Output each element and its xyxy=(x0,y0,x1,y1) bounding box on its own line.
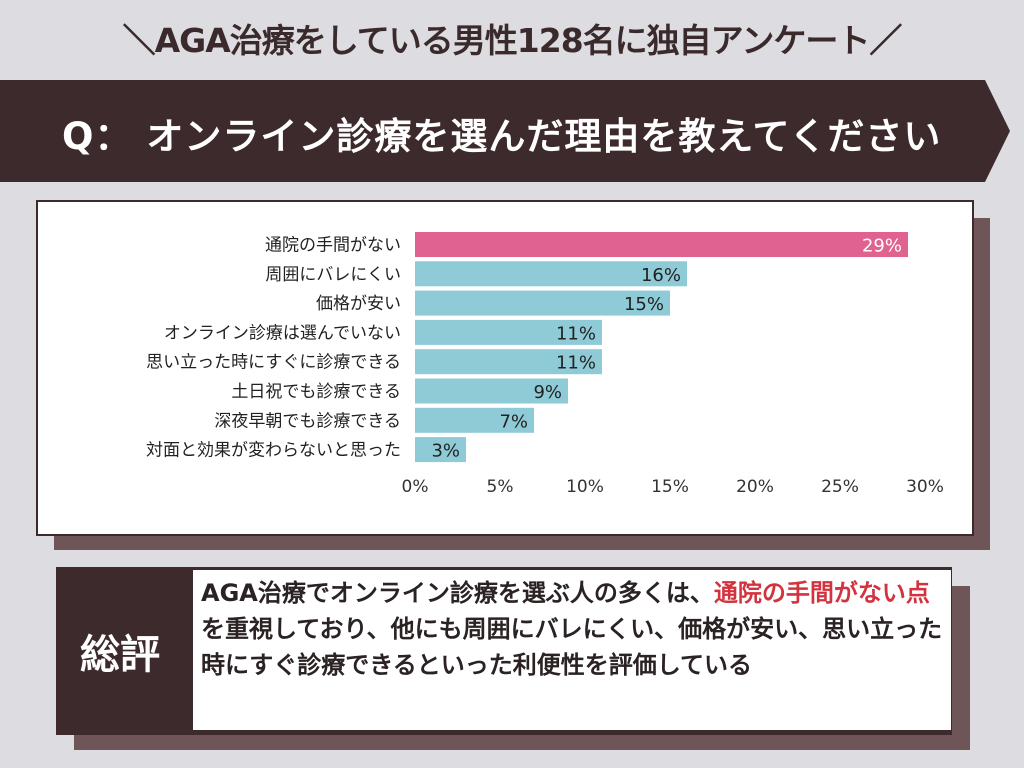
x-tick-label: 5% xyxy=(487,477,514,497)
summary-text: AGA治療でオンライン診療を選ぶ人の多くは、通院の手間がない点を重視しており、他… xyxy=(193,570,951,730)
bar xyxy=(415,232,908,257)
category-label: 通院の手間がない xyxy=(265,236,401,256)
category-label: 価格が安い xyxy=(316,294,401,314)
x-tick-label: 0% xyxy=(402,477,429,497)
bar-chart: 通院の手間がない 29% 周囲にバレにくい 16% 価格が安い 15% オンライン診療は選ん… xyxy=(146,232,944,497)
x-tick-label: 25% xyxy=(821,477,859,497)
bar xyxy=(415,319,602,345)
data-label: 15% xyxy=(624,294,664,315)
category-label: 思い立った時にすぐに診療できる xyxy=(146,353,401,373)
category-label: 対面と効果が変わらないと思った xyxy=(146,441,401,461)
bar xyxy=(415,261,687,287)
bar xyxy=(415,437,466,463)
x-tick-label: 10% xyxy=(566,477,604,497)
x-tick-label: 20% xyxy=(736,477,774,497)
bar xyxy=(415,349,602,375)
category-label: 深夜早朝でも診療できる xyxy=(214,411,401,431)
summary-text-part: AGA治療でオンライン診療を選ぶ人の多くは、 xyxy=(201,579,714,607)
summary-text-part: を重視しており、他にも周囲にバレにくい、価格が安い、思い立った時にすぐ診療できる… xyxy=(201,615,943,679)
summary-highlight: 通院の手間がない点 xyxy=(713,579,930,607)
summary-label: 総評 xyxy=(80,632,160,678)
question-text: Q： オンライン診療を選んだ理由を教えてください xyxy=(62,115,942,158)
bar xyxy=(415,290,670,316)
x-tick-label: 15% xyxy=(651,477,689,497)
x-tick-label: 30% xyxy=(906,477,944,497)
data-label: 7% xyxy=(499,411,528,432)
data-label: 9% xyxy=(533,382,562,403)
bar xyxy=(415,378,568,404)
data-label: 11% xyxy=(556,353,596,374)
data-label: 29% xyxy=(862,236,902,257)
category-label: オンライン診療は選んでいない xyxy=(164,323,401,343)
data-label: 11% xyxy=(556,323,596,344)
survey-title: ＼AGA治療をしている男性128名に独自アンケート／ xyxy=(122,21,903,60)
category-label: 周囲にバレにくい xyxy=(265,265,401,285)
data-label: 16% xyxy=(641,265,681,286)
bar xyxy=(415,407,534,433)
question-banner: Q： オンライン診療を選んだ理由を教えてください xyxy=(0,80,1010,182)
data-label: 3% xyxy=(431,441,460,462)
category-label: 土日祝でも診療できる xyxy=(231,382,401,402)
